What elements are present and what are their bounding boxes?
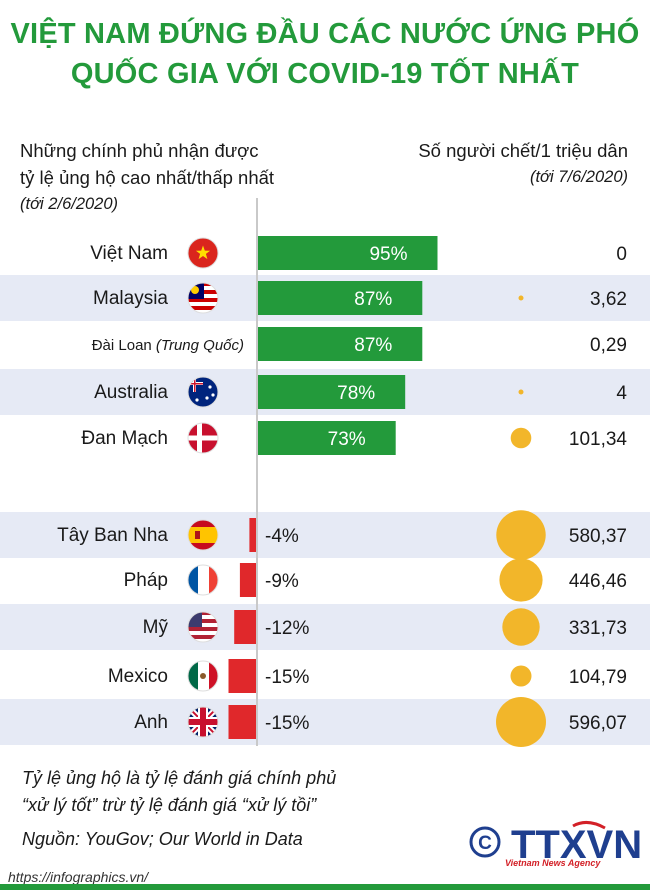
approval-header-line-1: Những chính phủ nhận được: [20, 140, 259, 161]
approval-bar: [257, 281, 423, 315]
deaths-value-label: 0: [616, 244, 627, 265]
country-name-suffix: (Trung Quốc): [152, 337, 244, 354]
spain-flag: [187, 519, 219, 551]
deaths-bubble: [502, 608, 540, 646]
source-note: Nguồn: YouGov; Our World in Data: [22, 829, 303, 849]
mexico-flag: [187, 660, 219, 692]
zero-axis-line: [256, 198, 258, 746]
approval-value-label: -15%: [265, 667, 309, 688]
footnote-line-1: Tỷ lệ ủng hộ là tỷ lệ đánh giá chính phủ: [22, 768, 337, 788]
footnote-line-2: “xử lý tốt” trừ tỷ lệ đánh giá “xử lý tồ…: [22, 795, 317, 815]
approval-bar: [228, 659, 257, 693]
deaths-value-label: 4: [616, 383, 627, 404]
approval-bar: [234, 610, 257, 644]
country-label: Việt Nam: [90, 243, 168, 264]
approval-value-label: -15%: [265, 713, 309, 734]
deaths-bubble: [510, 665, 532, 687]
approval-bar: [257, 375, 406, 409]
approval-bar: [228, 705, 257, 739]
deaths-value-label: 331,73: [569, 618, 627, 639]
approval-value-label: 78%: [337, 383, 375, 404]
approval-header: Những chính phủ nhận được tỷ lệ ủng hộ c…: [20, 137, 320, 218]
country-label: Đài Loan (Trung Quốc): [92, 337, 244, 354]
france-flag: [187, 564, 219, 596]
deaths-value-label: 0,29: [590, 335, 627, 356]
approval-value-label: 95%: [369, 244, 407, 265]
approval-bar: [257, 421, 396, 455]
country-label: Mexico: [108, 666, 168, 687]
country-label: Mỹ: [143, 617, 169, 638]
deaths-value-label: 3,62: [590, 289, 627, 310]
bottom-strip: [0, 884, 650, 890]
deaths-bubble: [510, 427, 532, 449]
country-name: Australia: [94, 382, 168, 403]
approval-value-label: -9%: [265, 571, 299, 592]
country-name: Đan Mạch: [81, 428, 168, 449]
footnote: Tỷ lệ ủng hộ là tỷ lệ đánh giá chính phủ…: [22, 765, 442, 819]
malaysia-flag: [187, 282, 219, 314]
deaths-value-label: 101,34: [569, 429, 628, 450]
title-line-1: VIỆT NAM ĐỨNG ĐẦU CÁC NƯỚC ỨNG PHÓ: [10, 18, 640, 50]
deaths-value-label: 596,07: [569, 713, 627, 734]
country-name: Mexico: [108, 666, 168, 687]
row-band: [0, 699, 650, 745]
source-url: https://infographics.vn/: [8, 869, 149, 885]
approval-value-label: -12%: [265, 618, 309, 639]
country-label: Anh: [134, 712, 168, 733]
uk-flag: [187, 706, 219, 738]
title-line-2: QUỐC GIA VỚI COVID-19 TỐT NHẤT: [70, 58, 580, 90]
approval-bar: [249, 518, 257, 552]
country-name: Tây Ban Nha: [57, 525, 168, 546]
deaths-bubble: [499, 558, 543, 602]
deaths-bubble: [518, 295, 524, 301]
svg-text:C: C: [478, 833, 492, 854]
approval-bar: [257, 327, 423, 361]
deaths-header: Số người chết/1 triệu dân (tới 7/6/2020): [328, 137, 628, 191]
deaths-value-label: 446,46: [569, 571, 627, 592]
approval-header-date: (tới 2/6/2020): [20, 195, 119, 213]
country-label: Malaysia: [93, 288, 168, 309]
approval-value-label: 73%: [328, 429, 366, 450]
deaths-header-line-1: Số người chết/1 triệu dân: [418, 140, 628, 161]
country-label: Tây Ban Nha: [57, 525, 168, 546]
country-name: Đài Loan: [92, 337, 152, 354]
denmark-flag: [187, 422, 219, 454]
country-name: Pháp: [124, 570, 168, 591]
country-name: Việt Nam: [90, 243, 168, 264]
deaths-header-date: (tới 7/6/2020): [529, 168, 628, 186]
row-band: [0, 604, 650, 650]
deaths-bubble: [496, 510, 546, 560]
infographic-title: VIỆT NAM ĐỨNG ĐẦU CÁC NƯỚC ỨNG PHÓ QUỐC …: [0, 14, 650, 94]
australia-flag: [187, 376, 219, 408]
ttxvn-logo: C TTXVN: [469, 821, 642, 867]
country-name: Malaysia: [93, 288, 168, 309]
country-name: Anh: [134, 712, 168, 733]
approval-bar: [239, 563, 257, 597]
logo-wordmark: TTXVN: [511, 823, 642, 867]
approval-bar: [257, 236, 438, 270]
country-name: Mỹ: [143, 617, 169, 638]
approval-value-label: -4%: [265, 526, 299, 547]
deaths-bubble: [496, 697, 546, 747]
logo-subtitle: Vietnam News Agency: [505, 858, 601, 868]
deaths-bubble: [518, 389, 524, 395]
country-label: Australia: [94, 382, 168, 403]
approval-value-label: 87%: [354, 289, 392, 310]
country-label: Đan Mạch: [81, 428, 168, 449]
approval-header-line-2: tỷ lệ ủng hộ cao nhất/thấp nhất: [20, 167, 275, 188]
vietnam-flag: [187, 237, 219, 269]
country-label: Pháp: [124, 570, 168, 591]
deaths-value-label: 580,37: [569, 526, 627, 547]
approval-value-label: 87%: [354, 335, 392, 356]
deaths-value-label: 104,79: [569, 667, 627, 688]
